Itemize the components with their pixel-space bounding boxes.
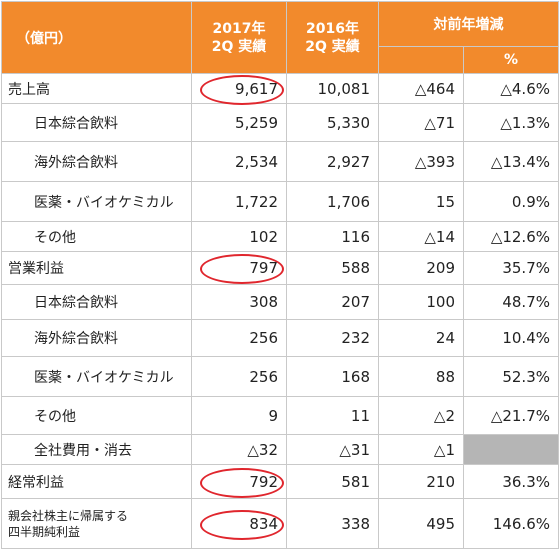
yoy-pct: 36.3% (463, 464, 559, 499)
yoy-diff: 24 (378, 319, 464, 357)
value-2017: 256 (191, 356, 287, 397)
yoy-diff: △393 (378, 141, 464, 182)
yoy-diff: 209 (378, 251, 464, 285)
value-2017: △32 (191, 434, 287, 465)
row-label: 医薬・バイオケミカル (1, 181, 192, 222)
yoy-header: 対前年増減 (378, 1, 559, 47)
value-2016: 588 (286, 251, 379, 285)
value-2016: 207 (286, 284, 379, 320)
yoy-diff: 495 (378, 498, 464, 549)
yoy-pct: △12.6% (463, 221, 559, 252)
unit-header: （億円） (1, 1, 192, 74)
yoy-diff: 210 (378, 464, 464, 499)
yoy-pct: △13.4% (463, 141, 559, 182)
yoy-pct: 35.7% (463, 251, 559, 285)
row-label: 親会社株主に帰属する 四半期純利益 (1, 498, 192, 549)
yoy-diff: △2 (378, 396, 464, 435)
yoy-diff: △14 (378, 221, 464, 252)
row-label: 海外綜合飲料 (1, 141, 192, 182)
yoy-pct-header: % (463, 46, 559, 74)
yoy-diff: △464 (378, 73, 464, 104)
row-label: 海外綜合飲料 (1, 319, 192, 357)
value-2017: 308 (191, 284, 287, 320)
yoy-diff: 15 (378, 181, 464, 222)
value-2016: 232 (286, 319, 379, 357)
value-2017: 834 (191, 498, 287, 549)
yoy-diff: △71 (378, 103, 464, 142)
row-label: その他 (1, 221, 192, 252)
yoy-diff: 88 (378, 356, 464, 397)
yoy-pct: △21.7% (463, 396, 559, 435)
row-label: 経常利益 (1, 464, 192, 499)
value-2016: 5,330 (286, 103, 379, 142)
row-label: 日本綜合飲料 (1, 284, 192, 320)
value-2017: 9 (191, 396, 287, 435)
yoy-pct: 0.9% (463, 181, 559, 222)
value-2017: 5,259 (191, 103, 287, 142)
value-2016: 10,081 (286, 73, 379, 104)
yoy-diff: 100 (378, 284, 464, 320)
col-2016-header: 2016年 2Q 実績 (286, 1, 379, 74)
value-2016: 338 (286, 498, 379, 549)
yoy-pct: 146.6% (463, 498, 559, 549)
value-2017: 102 (191, 221, 287, 252)
value-2017: 9,617 (191, 73, 287, 105)
value-2016: 1,706 (286, 181, 379, 222)
row-label: 営業利益 (1, 251, 192, 285)
yoy-diff-header (378, 46, 464, 74)
value-2017: 1,722 (191, 181, 287, 222)
yoy-pct: 52.3% (463, 356, 559, 397)
row-label: 売上高 (1, 73, 192, 104)
value-2016: 168 (286, 356, 379, 397)
yoy-pct: 48.7% (463, 284, 559, 320)
row-label: 日本綜合飲料 (1, 103, 192, 142)
row-label: その他 (1, 396, 192, 435)
value-2016: 2,927 (286, 141, 379, 182)
value-2017: 256 (191, 319, 287, 357)
value-2016: 116 (286, 221, 379, 252)
value-2017: 792 (191, 464, 287, 499)
value-2016: △31 (286, 434, 379, 465)
value-2016: 11 (286, 396, 379, 435)
row-label: 全社費用・消去 (1, 434, 192, 465)
row-label: 医薬・バイオケミカル (1, 356, 192, 397)
value-2017: 2,534 (191, 141, 287, 182)
yoy-pct: △1.3% (463, 103, 559, 142)
value-2017: 797 (191, 251, 287, 285)
yoy-pct: 10.4% (463, 319, 559, 357)
col-2017-header: 2017年 2Q 実績 (191, 1, 287, 74)
yoy-pct-na (463, 434, 559, 465)
value-2016: 581 (286, 464, 379, 499)
yoy-diff: △1 (378, 434, 464, 465)
yoy-pct: △4.6% (463, 73, 559, 104)
